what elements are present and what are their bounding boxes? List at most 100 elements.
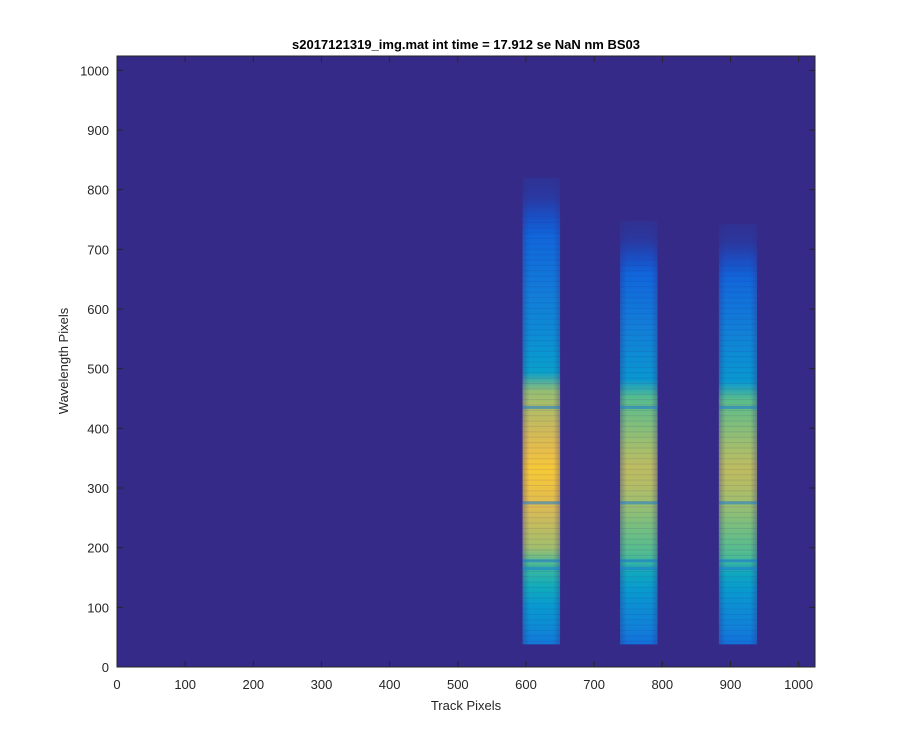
plot-frame <box>116 55 816 668</box>
track-striation <box>718 603 758 605</box>
track-striation <box>522 415 561 417</box>
track-striation <box>718 377 758 379</box>
track-striation <box>718 302 758 304</box>
track-striation <box>718 280 758 282</box>
track-striation <box>718 463 758 465</box>
y-axis-ticks: 0 100 200 300 400 500 600 700 800 900 1000 <box>80 63 815 675</box>
x-tick-label: 900 <box>720 677 742 692</box>
track-striation <box>718 630 758 632</box>
track-striation <box>620 533 658 535</box>
track-striation <box>620 361 658 363</box>
spectral-track-edge-1 <box>522 177 561 645</box>
track-striation <box>522 350 561 352</box>
track-striation <box>718 635 758 637</box>
track-striation <box>522 511 561 513</box>
track-striation <box>718 409 758 411</box>
track-striation <box>620 624 658 626</box>
track-striation <box>620 291 658 293</box>
track-striation <box>620 340 658 342</box>
x-tick-label: 300 <box>311 677 333 692</box>
track-striation <box>718 372 758 374</box>
track-striation <box>522 624 561 626</box>
track-striation <box>522 361 561 363</box>
track-striation <box>620 409 658 411</box>
track-striation <box>522 409 561 411</box>
track-striation <box>718 447 758 449</box>
track-striation <box>620 468 658 470</box>
track-striation <box>718 506 758 508</box>
track-striation <box>718 619 758 621</box>
track-striation <box>522 474 561 476</box>
track-striation <box>620 619 658 621</box>
track-striation <box>620 431 658 433</box>
track-striation <box>522 227 561 229</box>
track-striation <box>718 404 758 406</box>
track-striation <box>620 323 658 325</box>
track-striation <box>522 286 561 288</box>
absorption-line <box>522 405 561 409</box>
track-striation <box>522 323 561 325</box>
track-striation <box>522 485 561 487</box>
track-striation <box>718 286 758 288</box>
track-striation <box>620 297 658 299</box>
track-striation <box>620 404 658 406</box>
track-striation <box>718 608 758 610</box>
track-striation <box>522 280 561 282</box>
track-striation <box>718 570 758 572</box>
track-striation <box>718 323 758 325</box>
track-striation <box>718 458 758 460</box>
x-tick-label: 100 <box>174 677 196 692</box>
track-striation <box>522 248 561 250</box>
track-striation <box>718 415 758 417</box>
track-striation <box>620 415 658 417</box>
track-striation <box>620 329 658 331</box>
x-tick-label: 700 <box>583 677 605 692</box>
track-striation <box>718 592 758 594</box>
track-striation <box>522 221 561 223</box>
track-striation <box>718 264 758 266</box>
track-striation <box>620 356 658 358</box>
track-striation <box>620 447 658 449</box>
track-striation <box>522 613 561 615</box>
track-striation <box>620 592 658 594</box>
y-tick-label: 600 <box>87 302 109 317</box>
track-striation <box>522 313 561 315</box>
track-striation <box>522 640 561 642</box>
track-striation <box>522 291 561 293</box>
track-striation <box>522 597 561 599</box>
track-striation <box>718 436 758 438</box>
x-tick-label: 400 <box>379 677 401 692</box>
y-tick-label: 300 <box>87 481 109 496</box>
track-striation <box>522 603 561 605</box>
track-striation <box>522 479 561 481</box>
track-striation <box>522 366 561 368</box>
track-striation <box>522 442 561 444</box>
track-striation <box>620 554 658 556</box>
track-striation <box>620 608 658 610</box>
track-striation <box>522 254 561 256</box>
track-striation <box>718 549 758 551</box>
track-striation <box>620 576 658 578</box>
track-striation <box>620 318 658 320</box>
track-striation <box>522 587 561 589</box>
track-striation <box>522 425 561 427</box>
track-striation <box>620 350 658 352</box>
y-tick-label: 900 <box>87 123 109 138</box>
track-striation <box>522 436 561 438</box>
track-striation <box>718 382 758 384</box>
track-striation <box>718 538 758 540</box>
y-tick-label: 800 <box>87 183 109 198</box>
track-striation <box>718 275 758 277</box>
track-striation <box>620 506 658 508</box>
track-striation <box>620 511 658 513</box>
track-striation <box>718 597 758 599</box>
track-striation <box>522 463 561 465</box>
track-striation <box>522 216 561 218</box>
x-axis-ticks: 0 100 200 300 400 500 600 700 800 900 1000 <box>113 56 813 692</box>
track-striation <box>718 297 758 299</box>
track-striation <box>522 630 561 632</box>
x-tick-label: 600 <box>515 677 537 692</box>
track-striation <box>620 307 658 309</box>
track-striation <box>718 581 758 583</box>
track-striation <box>620 345 658 347</box>
